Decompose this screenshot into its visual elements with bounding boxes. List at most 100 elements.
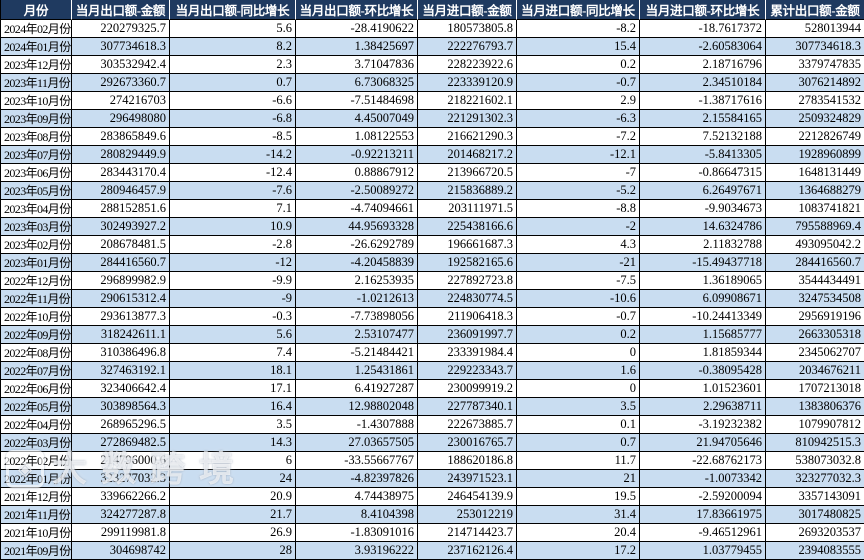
value-cell: 0.2 — [517, 326, 640, 344]
value-cell: 323277032.3 — [72, 470, 170, 488]
value-cell: 1928960899 — [766, 146, 864, 164]
value-cell: -0.7 — [517, 74, 640, 92]
value-cell: 3017480825 — [766, 506, 864, 524]
value-cell: 304698742 — [72, 542, 170, 560]
value-cell: 12.98802048 — [296, 398, 418, 416]
value-cell: 17.2 — [517, 542, 640, 560]
value-cell: 2394083555 — [766, 542, 864, 560]
value-cell: -5.8413305 — [640, 146, 766, 164]
table-row: 2023年04月份 288152851.6 7.1 -4.74094661 203111… — [0, 200, 864, 218]
value-cell: 3.5 — [170, 416, 296, 434]
value-cell: 8.4104398 — [296, 506, 418, 524]
value-cell: 1.15685777 — [640, 326, 766, 344]
value-cell: 0.7 — [517, 434, 640, 452]
value-cell: 310386496.8 — [72, 344, 170, 362]
value-cell: 2.29638711 — [640, 398, 766, 416]
month-cell: 2023年04月份 — [0, 200, 72, 218]
value-cell: -26.6292789 — [296, 236, 418, 254]
value-cell: -4.74094661 — [296, 200, 418, 218]
table-row: 2021年11月份 324277287.8 21.7 8.4104398 2530122… — [0, 506, 864, 524]
value-cell: 11.7 — [517, 452, 640, 470]
value-cell: 283443170.4 — [72, 164, 170, 182]
table-row: 2021年10月份 299119981.8 26.9 -1.83091016 21471… — [0, 524, 864, 542]
value-cell: 283865849.6 — [72, 128, 170, 146]
value-cell: -8.2 — [517, 20, 640, 38]
month-cell: 2023年03月份 — [0, 218, 72, 236]
value-cell: -28.4190622 — [296, 20, 418, 38]
value-cell: -8.5 — [170, 128, 296, 146]
value-cell: -18.7617372 — [640, 20, 766, 38]
value-cell: -22.68762173 — [640, 452, 766, 470]
month-cell: 2022年11月份 — [0, 290, 72, 308]
month-cell: 2021年12月份 — [0, 488, 72, 506]
value-cell: 21 — [517, 470, 640, 488]
value-cell: 213966720.5 — [418, 164, 517, 182]
column-header-1: 月份 — [0, 0, 72, 20]
column-header-8: 累计出口额-金额 — [766, 0, 864, 20]
value-cell: 1079907812 — [766, 416, 864, 434]
value-cell: -1.0212613 — [296, 290, 418, 308]
month-cell: 2023年02月份 — [0, 236, 72, 254]
value-cell: -10.24413349 — [640, 308, 766, 326]
value-cell: 0 — [517, 344, 640, 362]
value-cell: -7.5 — [517, 272, 640, 290]
value-cell: 218221602.1 — [418, 92, 517, 110]
table-row: 2023年10月份 274216703 -6.6 -7.51484698 2182216… — [0, 92, 864, 110]
value-cell: 229223343.7 — [418, 362, 517, 380]
value-cell: 225438166.6 — [418, 218, 517, 236]
value-cell: -12.1 — [517, 146, 640, 164]
value-cell: 2212826749 — [766, 128, 864, 146]
value-cell: 7.4 — [170, 344, 296, 362]
value-cell: -1.38717616 — [640, 92, 766, 110]
value-cell: 243971523.1 — [418, 470, 517, 488]
value-cell: 288152851.6 — [72, 200, 170, 218]
value-cell: 180573805.8 — [418, 20, 517, 38]
value-cell: -5.21484421 — [296, 344, 418, 362]
value-cell: 290615312.4 — [72, 290, 170, 308]
value-cell: 1.08122553 — [296, 128, 418, 146]
month-cell: 2023年08月份 — [0, 128, 72, 146]
month-cell: 2024年02月份 — [0, 20, 72, 38]
value-cell: 237162126.4 — [418, 542, 517, 560]
value-cell: -9 — [170, 290, 296, 308]
value-cell: 268965296.5 — [72, 416, 170, 434]
value-cell: -7.51484698 — [296, 92, 418, 110]
value-cell: 323406642.4 — [72, 380, 170, 398]
value-cell: 7.1 — [170, 200, 296, 218]
value-cell: 224830774.5 — [418, 290, 517, 308]
value-cell: -0.38095428 — [640, 362, 766, 380]
value-cell: 2663305318 — [766, 326, 864, 344]
value-cell: -9.9 — [170, 272, 296, 290]
value-cell: 3357143091 — [766, 488, 864, 506]
table-row: 2023年12月份 303532942.4 2.3 3.71047836 2282239… — [0, 56, 864, 74]
value-cell: 28 — [170, 542, 296, 560]
value-cell: 246454139.9 — [418, 488, 517, 506]
month-cell: 2022年01月份 — [0, 470, 72, 488]
value-cell: 2345062707 — [766, 344, 864, 362]
value-cell: 0.88867912 — [296, 164, 418, 182]
value-cell: 272869482.5 — [72, 434, 170, 452]
value-cell: 6.41927287 — [296, 380, 418, 398]
value-cell: 18.1 — [170, 362, 296, 380]
table-row: 2022年10月份 293613877.3 -0.3 -7.73898056 21190… — [0, 308, 864, 326]
table-row: 2022年08月份 310386496.8 7.4 -5.21484421 233391… — [0, 344, 864, 362]
value-cell: 2.11832788 — [640, 236, 766, 254]
table-row: 2022年11月份 290615312.4 -9 -1.0212613 22483077… — [0, 290, 864, 308]
column-header-5: 当月进口额-金额 — [418, 0, 517, 20]
value-cell: 15.4 — [517, 38, 640, 56]
value-cell: 296899982.9 — [72, 272, 170, 290]
value-cell: 24 — [170, 470, 296, 488]
table-row: 2022年02月份 214796000.6 6 -33.55667767 1886201… — [0, 452, 864, 470]
value-cell: 5.6 — [170, 326, 296, 344]
value-cell: -7.6 — [170, 182, 296, 200]
value-cell: 2.34510184 — [640, 74, 766, 92]
value-cell: -8.8 — [517, 200, 640, 218]
month-cell: 2022年08月份 — [0, 344, 72, 362]
value-cell: -12 — [170, 254, 296, 272]
value-cell: 1383806376 — [766, 398, 864, 416]
column-header-3: 当月出口额-同比增长 — [170, 0, 296, 20]
table-row: 2023年06月份 283443170.4 -12.4 0.88867912 21396… — [0, 164, 864, 182]
value-cell: 3544434491 — [766, 272, 864, 290]
value-cell: 21.94705646 — [640, 434, 766, 452]
month-cell: 2021年11月份 — [0, 506, 72, 524]
